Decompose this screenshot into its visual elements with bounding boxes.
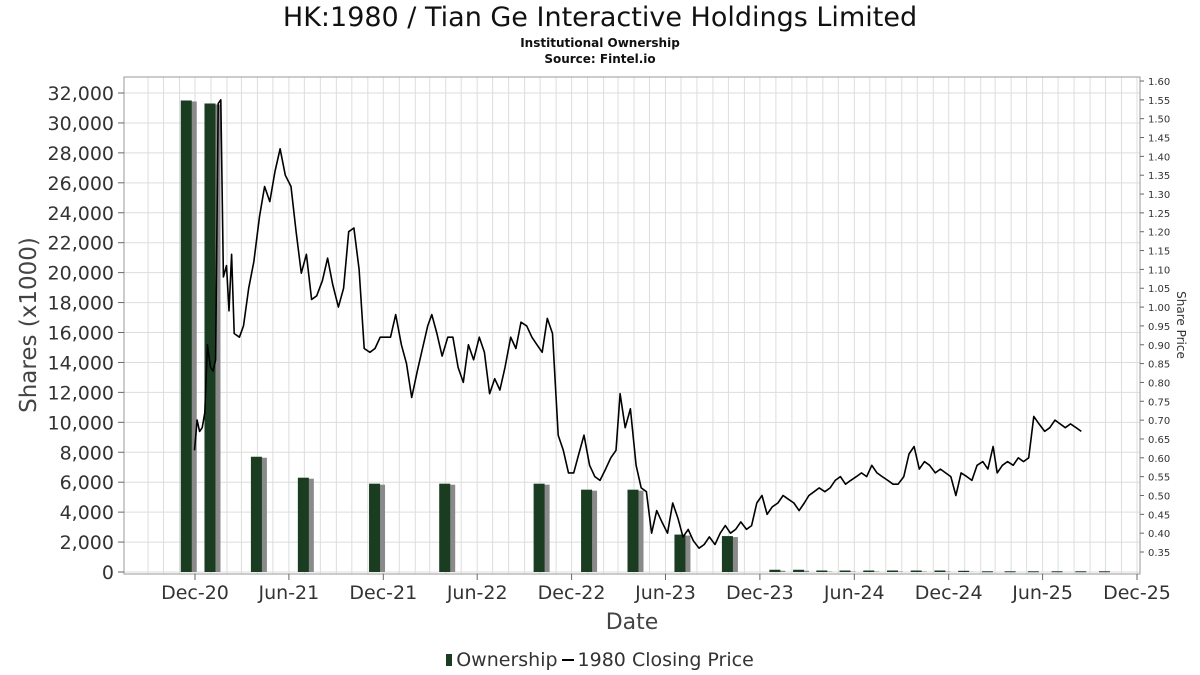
y2-tick-label: 0.75 [1148, 397, 1170, 408]
chart-title: HK:1980 / Tian Ge Interactive Holdings L… [282, 2, 918, 33]
ownership-bars [180, 100, 1111, 573]
y-tick-label: 30,000 [48, 113, 114, 135]
x-axis-label: Date [606, 610, 659, 635]
ownership-bar [250, 456, 262, 572]
y-tick-label: 22,000 [48, 233, 114, 255]
ownership-bar [204, 103, 216, 573]
y2-tick-label: 0.90 [1148, 341, 1170, 352]
price-legend-label: 1980 Closing Price [577, 648, 754, 671]
y-tick-label: 12,000 [48, 382, 114, 404]
x-tick-label: Jun-23 [634, 582, 696, 604]
ownership-bar [674, 534, 686, 572]
ownership-bar [439, 483, 451, 572]
x-tick-label: Jun-24 [823, 582, 885, 604]
y-tick-label: 10,000 [48, 412, 114, 434]
y2-tick-label: 0.70 [1148, 416, 1170, 427]
y2-tick-label: 0.80 [1148, 378, 1170, 389]
ownership-legend-label: Ownership [456, 648, 558, 671]
ownership-bar [934, 570, 946, 572]
ownership-bar [839, 570, 851, 572]
x-tick-label: Jun-22 [446, 582, 508, 604]
ownership-legend-swatch [446, 653, 453, 666]
ownership-bar [958, 570, 970, 572]
ownership-bar [1075, 571, 1087, 573]
price-line-layer [193, 99, 1082, 550]
ownership-bar [581, 489, 593, 572]
x-tick-label: Jun-21 [258, 582, 320, 604]
ownership-bar [769, 569, 781, 572]
y2-tick-label: 1.50 [1148, 115, 1170, 126]
chart-source: Source: Fintel.io [544, 52, 656, 66]
y2-axis-label: Share Price [1174, 291, 1188, 359]
y-tick-label: 24,000 [48, 203, 114, 225]
y-tick-label: 32,000 [48, 83, 114, 105]
ownership-bar [1099, 571, 1111, 573]
x-tick-label: Dec-25 [1103, 582, 1171, 604]
ownership-bar [1027, 571, 1039, 573]
ownership-bar [886, 570, 898, 572]
y-tick-label: 0 [102, 562, 114, 584]
ownership-bar [369, 483, 381, 572]
y2-tick-label: 1.30 [1148, 190, 1170, 201]
y2-tick-label: 0.40 [1148, 529, 1170, 540]
left-axis: 0 2,000 4,000 6,000 8,000 10,000 12,000 14,000 1… [48, 83, 124, 584]
y2-tick-label: 0.95 [1148, 322, 1170, 333]
y2-tick-label: 0.50 [1148, 491, 1170, 502]
price-line [193, 99, 1082, 550]
y2-tick-label: 1.25 [1148, 209, 1170, 220]
y2-tick-label: 1.15 [1148, 247, 1170, 258]
ownership-bar [863, 570, 875, 572]
ownership-bar [180, 100, 192, 572]
x-axis: Dec-20 Jun-21 Dec-21 Jun-22 Dec-22 Jun-23 Dec-… [161, 574, 1171, 604]
x-tick-label: Jun-25 [1011, 582, 1073, 604]
y2-tick-label: 0.55 [1148, 473, 1170, 484]
ownership-bar [910, 570, 922, 572]
y-tick-label: 2,000 [60, 532, 114, 554]
y2-tick-label: 1.40 [1148, 152, 1170, 163]
y-tick-label: 8,000 [60, 442, 114, 464]
y2-tick-label: 0.60 [1148, 454, 1170, 465]
x-tick-label: Dec-20 [161, 582, 229, 604]
y-tick-label: 16,000 [48, 323, 114, 345]
y2-tick-label: 0.65 [1148, 435, 1170, 446]
right-axis: 0.35 0.40 0.45 0.50 0.55 0.60 0.65 0.70 0.75 0.80… [1140, 77, 1170, 559]
y-tick-label: 14,000 [48, 352, 114, 374]
ownership-bar [297, 477, 309, 572]
x-tick-label: Dec-23 [726, 582, 794, 604]
y2-tick-label: 0.85 [1148, 360, 1170, 371]
price-legend-swatch [561, 658, 574, 661]
ownership-bar [627, 489, 639, 572]
y-tick-label: 20,000 [48, 263, 114, 285]
y-axis-label: Shares (x1000) [16, 237, 42, 413]
ownership-bar [981, 571, 993, 573]
y2-tick-label: 1.45 [1148, 134, 1170, 145]
y2-tick-label: 0.45 [1148, 510, 1170, 521]
ownership-bar [1004, 571, 1016, 573]
ownership-bar [533, 483, 545, 572]
y2-tick-label: 1.60 [1148, 77, 1170, 88]
x-tick-label: Dec-21 [349, 582, 417, 604]
y2-tick-label: 1.00 [1148, 303, 1170, 314]
ownership-bar [1051, 571, 1063, 573]
y2-tick-label: 1.55 [1148, 96, 1170, 107]
x-tick-label: Dec-24 [915, 582, 983, 604]
y2-tick-label: 0.35 [1148, 548, 1170, 559]
y2-tick-label: 1.35 [1148, 171, 1170, 182]
chart-subtitle: Institutional Ownership [520, 36, 680, 50]
y-tick-label: 18,000 [48, 293, 114, 315]
y-tick-label: 26,000 [48, 173, 114, 195]
chart-legend: Ownership 1980 Closing Price [0, 648, 1200, 671]
y-tick-label: 6,000 [60, 472, 114, 494]
ownership-bar [816, 570, 828, 572]
ownership-bar [721, 536, 733, 572]
y-tick-label: 4,000 [60, 502, 114, 524]
ownership-bar [793, 569, 805, 572]
y-tick-label: 28,000 [48, 143, 114, 165]
x-tick-label: Dec-22 [538, 582, 606, 604]
y2-tick-label: 1.05 [1148, 284, 1170, 295]
y2-tick-label: 1.20 [1148, 228, 1170, 239]
y2-tick-label: 1.10 [1148, 265, 1170, 276]
